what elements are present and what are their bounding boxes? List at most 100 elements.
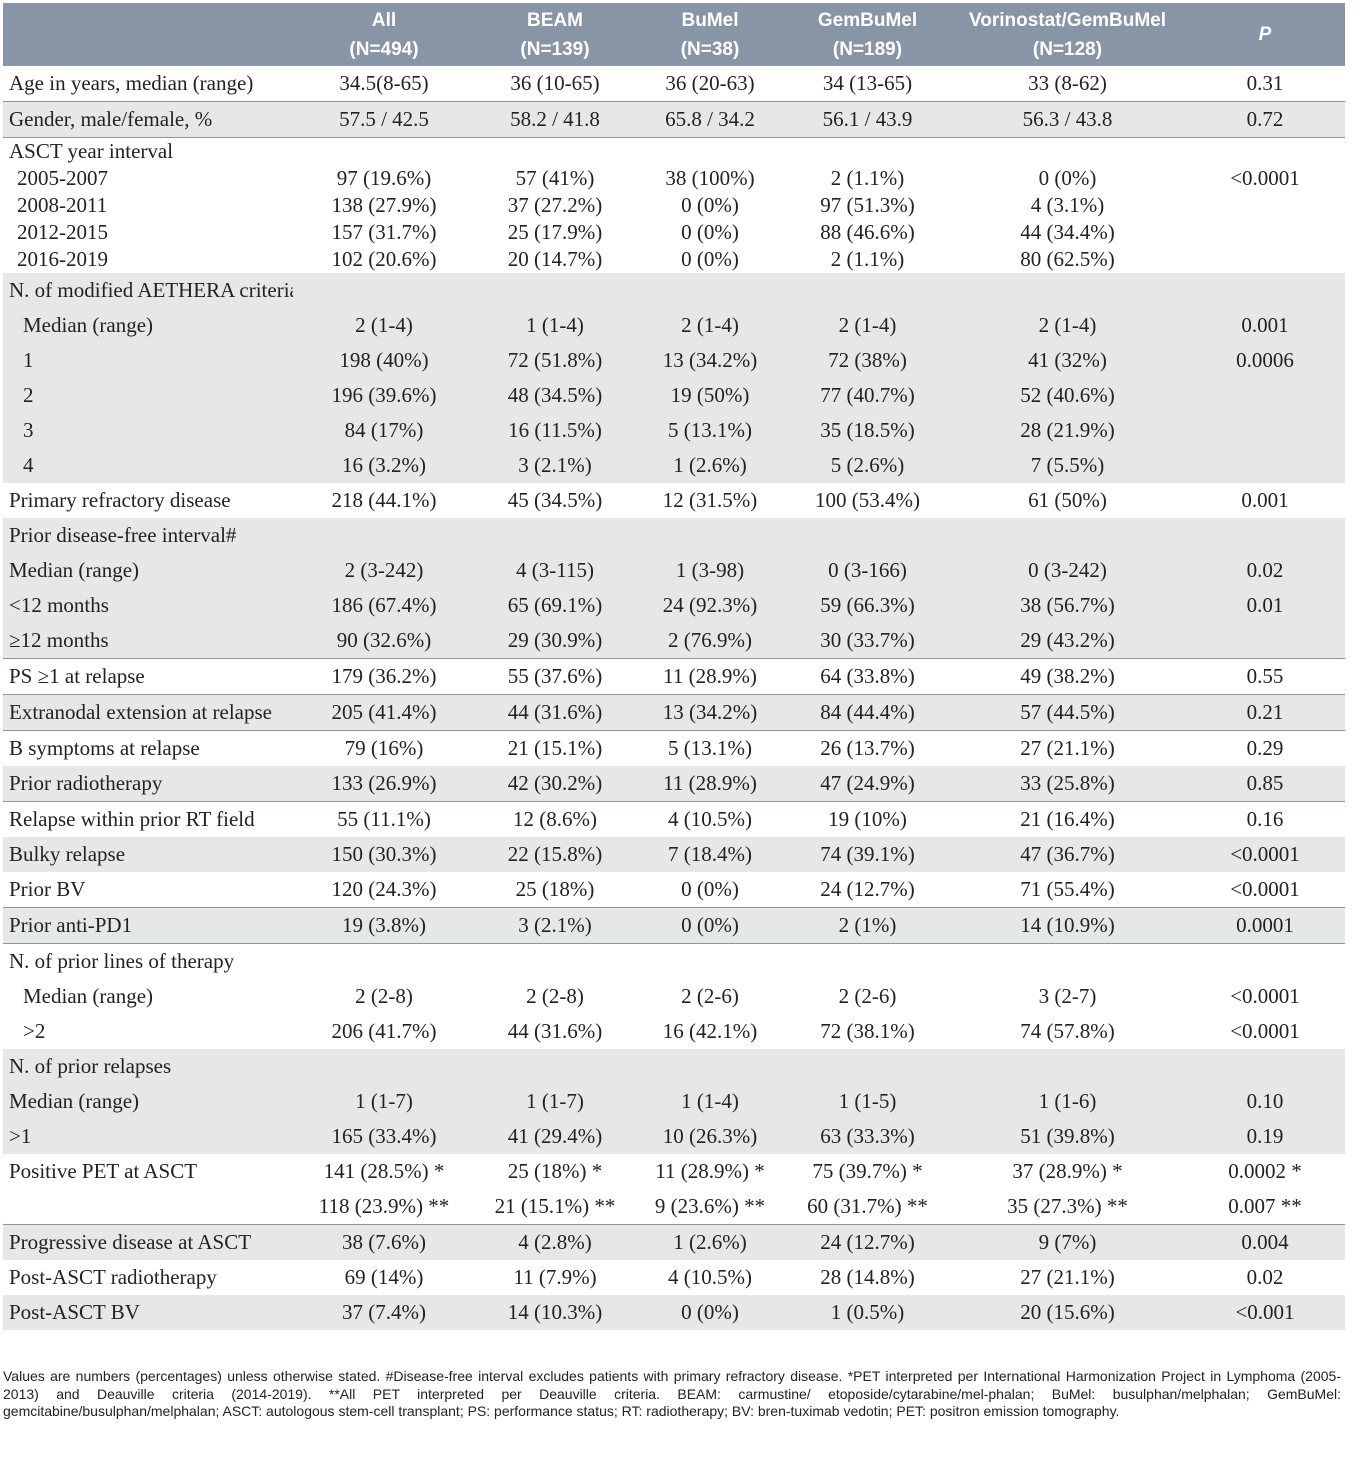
row-cell: 2 (2-8) xyxy=(355,984,413,1008)
row-cell: 0 (3-166) xyxy=(828,558,907,582)
row-cell: 28 (14.8%) xyxy=(820,1265,915,1289)
row-cell: 35 (27.3%) ** xyxy=(1007,1194,1128,1218)
row-cell: 60 (31.7%) ** xyxy=(807,1194,928,1218)
row-cell: 0 (0%) xyxy=(681,220,739,244)
row-cell xyxy=(635,137,785,165)
table-row: >2 206 (41.7%) 44 (31.6%) 16 (42.1%) 72 (38.… xyxy=(3,1014,1345,1049)
row-cell: 56.3 / 43.8 xyxy=(950,101,1185,138)
table-row: Progressive disease at ASCT 38 (7.6%) 4 (2… xyxy=(3,1224,1345,1260)
row-cell: 47 (24.9%) xyxy=(820,771,915,795)
table-row: 1 198 (40%) 72 (51.8%) 13 (34.2%) 72 (38%) 41… xyxy=(3,343,1345,378)
row-cell: 72 (51.8%) xyxy=(507,348,603,372)
row-cell: 25 (18%) * xyxy=(507,1159,603,1183)
row-cell: 2 (3-242) xyxy=(344,558,424,582)
row-cell: 0 (0%) xyxy=(635,907,785,944)
row-cell xyxy=(1185,413,1345,448)
row-cell: 2 (1-4) xyxy=(681,313,739,337)
row-cell: 24 (92.3%) xyxy=(662,593,758,617)
row-cell: 45 (34.5%) xyxy=(507,488,603,512)
row-cell xyxy=(950,518,1185,553)
row-cell: 1 (3-98) xyxy=(675,558,745,582)
col-all-header: All (N=494) xyxy=(349,9,419,60)
row-cell: 7 (18.4%) xyxy=(668,842,752,866)
row-cell xyxy=(1185,448,1345,483)
row-cell: 57.5 / 42.5 xyxy=(293,101,475,138)
row-cell: 63 (33.3%) xyxy=(820,1124,915,1148)
table-row: 4 16 (3.2%) 3 (2.1%) 1 (2.6%) 5 (2.6%) 7 (5.5… xyxy=(3,448,1345,483)
row-cell: 24 (12.7%) xyxy=(820,877,915,901)
row-cell xyxy=(950,943,1185,979)
patient-characteristics-table: All (N=494) BEAM (N=139) BuMel (N=38) GemBu… xyxy=(3,3,1345,1330)
row-cell xyxy=(475,518,635,553)
row-cell: 4 (2.8%) xyxy=(475,1224,635,1260)
row-cell xyxy=(635,518,785,553)
row-cell: 71 (55.4%) xyxy=(1020,877,1115,901)
row-cell: 59 (66.3%) xyxy=(820,593,915,617)
row-label: Median (range) xyxy=(23,984,154,1008)
row-cell: 13 (34.2%) xyxy=(662,348,758,372)
row-cell xyxy=(1185,246,1345,273)
row-cell xyxy=(1185,378,1345,413)
row-cell: 16 (3.2%) xyxy=(342,453,426,477)
row-cell: 38 (7.6%) xyxy=(293,1224,475,1260)
row-cell: 186 (67.4%) xyxy=(331,593,437,617)
col-vorinostat-header: Vorinostat/GemBuMel (N=128) xyxy=(968,9,1167,60)
row-cell: 150 (30.3%) xyxy=(331,842,437,866)
row-cell: 36 (20-63) xyxy=(665,71,755,95)
row-label: Post-ASCT radiotherapy xyxy=(9,1265,217,1289)
row-cell: 2 (2-8) xyxy=(526,984,584,1008)
row-label: B symptoms at relapse xyxy=(3,730,293,766)
row-cell: 25 (17.9%) xyxy=(507,220,603,244)
row-cell: 3 (2-7) xyxy=(1038,984,1097,1008)
row-cell: 38 (56.7%) xyxy=(1020,593,1115,617)
row-cell: 35 (18.5%) xyxy=(820,418,915,442)
row-cell: 0.0006 xyxy=(1236,348,1294,372)
row-cell: 19 (50%) xyxy=(670,383,750,407)
row-cell: 4 (3-115) xyxy=(516,558,594,582)
row-cell: 14 (10.3%) xyxy=(507,1300,603,1324)
row-cell: 0.10 xyxy=(1246,1089,1284,1113)
table-row: Primary refractory disease 218 (44.1%) 45 … xyxy=(3,483,1345,518)
row-cell: 57 (41%) xyxy=(515,166,595,190)
row-cell: 58.2 / 41.8 xyxy=(475,101,635,138)
row-cell xyxy=(475,137,635,165)
row-cell: 0.72 xyxy=(1185,101,1345,138)
table-row: Post-ASCT BV 37 (7.4%) 14 (10.3%) 0 (0%) 1 (… xyxy=(3,1295,1345,1330)
row-cell: 21 (15.1%) ** xyxy=(494,1194,616,1218)
row-cell xyxy=(635,273,785,308)
row-cell: 0.29 xyxy=(1185,730,1345,766)
row-cell xyxy=(1185,1049,1345,1084)
row-cell: <0.0001 xyxy=(1230,1019,1300,1043)
table-row: 2008-2011 138 (27.9%) 37 (27.2%) 0 (0%) 97 (… xyxy=(3,192,1345,219)
row-cell: 22 (15.8%) xyxy=(507,842,603,866)
table-row: Positive PET at ASCT 141 (28.5%) * 25 (18%… xyxy=(3,1154,1345,1189)
row-cell xyxy=(950,1049,1185,1084)
row-cell: <0.001 xyxy=(1235,1300,1295,1324)
row-cell: 24 (12.7%) xyxy=(785,1224,950,1260)
table-footnote: Values are numbers (percentages) unless … xyxy=(3,1368,1341,1419)
row-cell: 65 (69.1%) xyxy=(507,593,603,617)
row-cell: 48 (34.5%) xyxy=(507,383,603,407)
row-cell: 2 (2-6) xyxy=(681,984,739,1008)
table-row: <12 months 186 (67.4%) 65 (69.1%) 24 (92.3%… xyxy=(3,588,1345,623)
row-cell: 0.21 xyxy=(1185,694,1345,731)
row-cell: 64 (33.8%) xyxy=(785,658,950,695)
row-cell: 41 (29.4%) xyxy=(507,1124,603,1148)
row-cell: 29 (30.9%) xyxy=(507,628,603,652)
row-cell: 21 (15.1%) xyxy=(475,730,635,766)
row-cell: 10 (26.3%) xyxy=(662,1124,758,1148)
table-row: 2012-2015 157 (31.7%) 25 (17.9%) 0 (0%) 88 (… xyxy=(3,219,1345,246)
table-row: Prior anti-PD1 19 (3.8%) 3 (2.1%) 0 (0%) 2 (… xyxy=(3,907,1345,944)
row-cell xyxy=(1185,623,1345,659)
row-cell: 5 (13.1%) xyxy=(668,418,752,442)
row-cell: 77 (40.7%) xyxy=(820,383,915,407)
row-cell: 12 (8.6%) xyxy=(475,801,635,837)
col-beam-header: BEAM (N=139) xyxy=(520,9,590,60)
row-cell: 47 (36.7%) xyxy=(1020,842,1115,866)
col-bumel-header: BuMel (N=38) xyxy=(680,9,740,60)
row-label: Gender, male/female, % xyxy=(3,101,293,138)
row-cell: 2 (1-4) xyxy=(838,313,897,337)
row-label: Prior disease-free interval# xyxy=(9,523,237,547)
row-cell: 0 (0%) xyxy=(681,193,739,217)
row-cell: 11 (28.9%) xyxy=(663,771,757,795)
